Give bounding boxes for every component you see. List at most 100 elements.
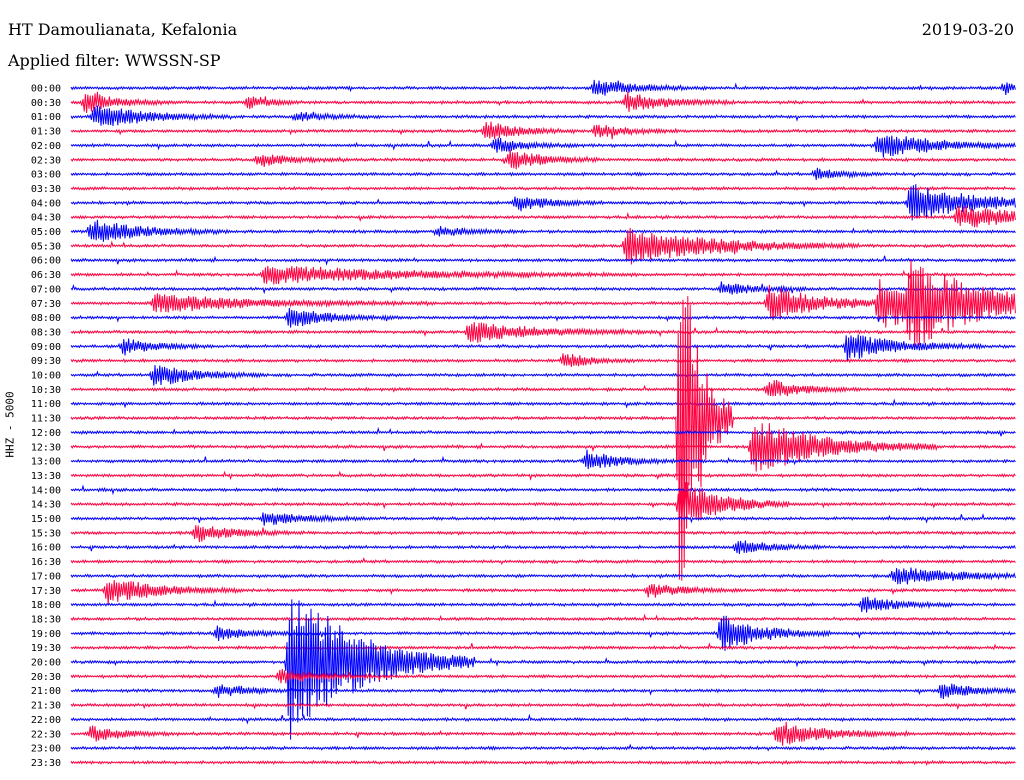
trace-line (70, 296, 1016, 581)
row-label: 21:00 (31, 686, 61, 697)
trace-line (70, 525, 1016, 543)
row-label: 13:30 (31, 471, 61, 482)
trace-line (70, 149, 1016, 170)
trace-line (70, 281, 1016, 295)
trace-line (70, 599, 1016, 740)
trace-line (70, 449, 1016, 470)
trace-line (70, 121, 1016, 140)
row-label: 04:00 (31, 198, 61, 209)
row-label: 23:30 (31, 758, 61, 769)
row-label: 02:00 (31, 141, 61, 152)
row-label: 14:00 (31, 485, 61, 496)
trace-line (70, 512, 1016, 526)
row-label: 09:00 (31, 342, 61, 353)
trace-line (70, 579, 1016, 605)
row-label: 11:30 (31, 414, 61, 425)
trace-line (70, 184, 1016, 221)
trace-line (70, 185, 1016, 192)
trace-line (70, 398, 1016, 409)
record-date: 2019-03-20 (921, 20, 1014, 39)
row-label: 05:00 (31, 227, 61, 238)
trace-line (70, 219, 1016, 242)
trace-line (70, 702, 1016, 711)
trace-line (70, 721, 1016, 746)
row-label: 18:00 (31, 600, 61, 611)
trace-line (70, 334, 1016, 362)
row-label: 06:30 (31, 270, 61, 281)
row-label: 00:00 (31, 84, 61, 95)
row-label: 20:30 (31, 672, 61, 683)
trace-line (70, 353, 1016, 367)
row-label: 19:00 (31, 629, 61, 640)
trace-line (70, 540, 1016, 554)
trace-line (70, 206, 1016, 228)
row-label: 06:00 (31, 256, 61, 267)
row-label: 08:00 (31, 313, 61, 324)
row-label: 12:30 (31, 442, 61, 453)
filter-label: Applied filter: WWSSN-SP (8, 51, 221, 70)
trace-line (70, 255, 1016, 266)
row-label: 16:00 (31, 543, 61, 554)
row-label: 20:00 (31, 658, 61, 669)
trace-line (70, 615, 1016, 651)
row-label: 03:30 (31, 184, 61, 195)
row-label: 01:30 (31, 127, 61, 138)
row-label: 14:30 (31, 500, 61, 511)
row-label: 13:00 (31, 457, 61, 468)
trace-line (70, 265, 1016, 285)
trace-line (70, 743, 1016, 752)
trace-line (70, 380, 1016, 397)
row-label: 22:30 (31, 729, 61, 740)
trace-line (70, 596, 1016, 613)
row-label: 04:30 (31, 213, 61, 224)
row-label: 16:30 (31, 557, 61, 568)
trace-line (70, 642, 1016, 651)
row-label: 01:00 (31, 112, 61, 123)
row-label: 07:30 (31, 299, 61, 310)
row-label: 22:00 (31, 715, 61, 726)
trace-line (70, 759, 1016, 766)
trace-line (70, 567, 1016, 585)
trace-line (70, 668, 1016, 684)
trace-line (70, 365, 1016, 386)
trace-line (70, 105, 1016, 127)
row-label: 12:00 (31, 428, 61, 439)
trace-line (70, 484, 1016, 496)
trace-line (70, 613, 1016, 622)
trace-line (70, 135, 1016, 158)
trace-line (70, 259, 1016, 349)
row-label: 00:30 (31, 98, 61, 109)
row-label: 10:00 (31, 371, 61, 382)
row-label: 17:00 (31, 571, 61, 582)
row-label: 03:00 (31, 170, 61, 181)
row-label: 09:30 (31, 356, 61, 367)
trace-line (70, 557, 1016, 566)
row-label: 05:30 (31, 241, 61, 252)
trace-line (70, 683, 1016, 700)
station-title: HT Damoulianata, Kefalonia (8, 20, 238, 39)
row-label: 10:30 (31, 385, 61, 396)
row-label: 11:00 (31, 399, 61, 410)
trace-line (70, 307, 1016, 328)
trace-line (70, 423, 1016, 472)
trace-line (70, 167, 1016, 180)
row-label: 19:30 (31, 643, 61, 654)
row-label: 18:30 (31, 614, 61, 625)
trace-line (70, 470, 1016, 481)
trace-line (70, 91, 1016, 114)
row-label: 17:30 (31, 586, 61, 597)
row-label: 02:30 (31, 155, 61, 166)
row-label: 07:00 (31, 284, 61, 295)
row-label: 15:30 (31, 528, 61, 539)
trace-line (70, 79, 1016, 96)
trace-line (70, 322, 1016, 343)
trace-line (70, 481, 1016, 526)
row-label: 15:00 (31, 514, 61, 525)
row-label: 23:00 (31, 744, 61, 755)
trace-line (70, 713, 1016, 725)
row-label: 08:30 (31, 327, 61, 338)
trace-line (70, 426, 1016, 437)
trace-line (70, 227, 1016, 265)
row-label: 21:30 (31, 701, 61, 712)
